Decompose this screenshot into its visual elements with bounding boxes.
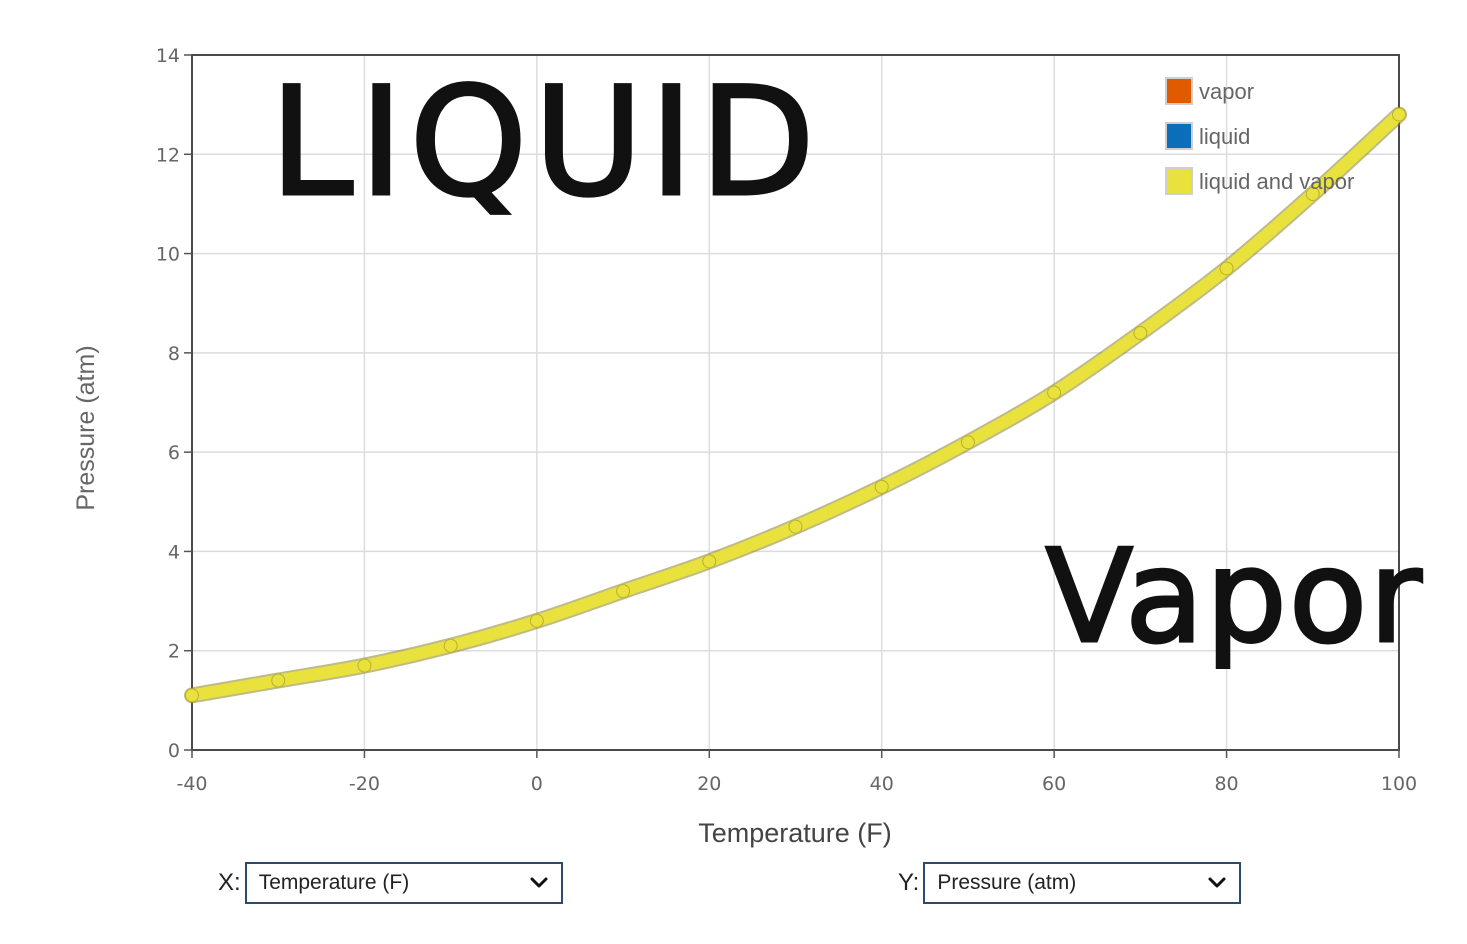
x-tick-label: 20: [697, 773, 721, 795]
legend-label: liquid and vapor: [1199, 169, 1354, 194]
series-point: [1219, 261, 1234, 276]
x-tick-label: 40: [870, 773, 894, 795]
y-tick-label: 6: [168, 442, 180, 464]
x-tick-label: -20: [349, 773, 380, 795]
y-axis-title: Pressure (atm): [72, 345, 100, 510]
y-tick-label: 2: [168, 641, 180, 663]
axis-controls: X: Temperature (F) Y: Pressure (atm): [0, 858, 1467, 914]
series-point: [702, 554, 717, 569]
y-tick-label: 10: [156, 244, 180, 266]
x-tick-label: 80: [1214, 773, 1238, 795]
series-point: [443, 638, 458, 653]
series-point: [960, 435, 975, 450]
chart-svg: -40 -20 0 20 40 60 80 100 0 2 4 6 8 10 12 14 LIQUID Vap…: [72, 45, 1424, 848]
y-tick-label: 4: [168, 541, 180, 563]
grid: [191, 54, 1400, 751]
series-point: [1305, 187, 1320, 201]
x-axis-control: X: Temperature (F): [218, 862, 563, 904]
series-point: [1392, 107, 1406, 122]
x-axis-ticks: -40 -20 0 20 40 60 80 100: [176, 750, 1417, 795]
series-point: [357, 658, 372, 673]
x-axis-control-label: X:: [218, 869, 241, 896]
y-axis-control-label: Y:: [898, 869, 920, 896]
y-axis-select[interactable]: Pressure (atm): [923, 862, 1242, 904]
annotation-label: LIQUID: [270, 56, 821, 230]
series-line: [186, 108, 1405, 702]
series-point: [271, 673, 286, 688]
x-tick-label: 0: [531, 773, 543, 795]
series-point: [616, 584, 631, 599]
annotations: LIQUID Vapor: [268, 55, 1424, 674]
series-point: [788, 519, 803, 534]
x-tick-label: -40: [176, 773, 207, 795]
series-point: [1133, 326, 1148, 340]
y-axis-select-value: Pressure (atm): [937, 871, 1077, 894]
y-tick-label: 12: [156, 144, 180, 166]
chevron-down-icon: [530, 877, 548, 888]
x-axis-select[interactable]: Temperature (F): [244, 862, 563, 904]
legend-label: liquid: [1199, 124, 1250, 149]
y-axis-control: Y: Pressure (atm): [898, 862, 1242, 904]
legend-swatch: [1165, 77, 1193, 105]
y-tick-label: 8: [168, 343, 180, 365]
x-axis-title: Temperature (F): [698, 818, 892, 848]
plot-frame: [191, 54, 1400, 751]
series-point: [1047, 385, 1062, 400]
x-tick-label: 60: [1042, 773, 1066, 795]
legend: vapor liquid liquid and vapor: [1165, 77, 1354, 195]
annotation-label: Vapor: [1046, 523, 1424, 672]
series-point: [874, 479, 889, 494]
legend-label: vapor: [1199, 79, 1254, 104]
chart: -40 -20 0 20 40 60 80 100 0 2 4 6 8 10 12 14 LIQUID Vap…: [72, 45, 1424, 848]
legend-swatch: [1165, 122, 1193, 150]
series-point: [185, 688, 199, 703]
legend-swatch: [1165, 167, 1193, 195]
chevron-down-icon: [1208, 877, 1226, 888]
x-axis-select-value: Temperature (F): [258, 871, 410, 894]
y-axis-ticks: 0 2 4 6 8 10 12 14: [156, 45, 192, 762]
series-point: [529, 613, 544, 628]
y-tick-label: 14: [156, 45, 180, 67]
y-tick-label: 0: [168, 740, 180, 762]
series: [184, 106, 1407, 704]
x-tick-label: 100: [1381, 773, 1417, 795]
